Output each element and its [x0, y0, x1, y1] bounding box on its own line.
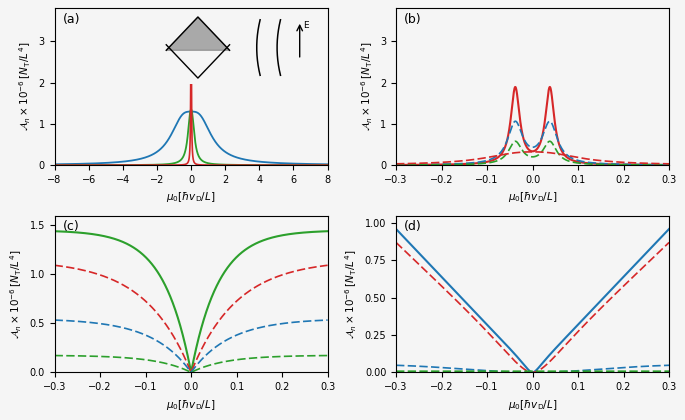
X-axis label: $\mu_0[\hbar v_{\rm D}/L]$: $\mu_0[\hbar v_{\rm D}/L]$	[166, 398, 216, 412]
Text: (b): (b)	[404, 13, 422, 26]
Text: (d): (d)	[404, 220, 422, 233]
Y-axis label: $\mathcal{A}_n \times 10^{-6}\,[N_{\rm T}/L^4]$: $\mathcal{A}_n \times 10^{-6}\,[N_{\rm T…	[8, 249, 24, 339]
Y-axis label: $\mathcal{A}_n \times 10^{-6}\,[N_{\rm T}/L^4]$: $\mathcal{A}_n \times 10^{-6}\,[N_{\rm T…	[359, 42, 375, 131]
Y-axis label: $\mathcal{A}_n \times 10^{-6}\,[N_{\rm T}/L^4]$: $\mathcal{A}_n \times 10^{-6}\,[N_{\rm T…	[344, 249, 359, 339]
Y-axis label: $\mathcal{A}_n \times 10^{-6}\,[N_{\rm T}/L^4]$: $\mathcal{A}_n \times 10^{-6}\,[N_{\rm T…	[17, 42, 33, 131]
Text: (a): (a)	[63, 13, 80, 26]
Text: (c): (c)	[63, 220, 79, 233]
X-axis label: $\mu_0[\hbar v_{\rm D}/L]$: $\mu_0[\hbar v_{\rm D}/L]$	[508, 398, 558, 412]
X-axis label: $\mu_0[\hbar v_{\rm D}/L]$: $\mu_0[\hbar v_{\rm D}/L]$	[166, 190, 216, 205]
X-axis label: $\mu_0[\hbar v_{\rm D}/L]$: $\mu_0[\hbar v_{\rm D}/L]$	[508, 190, 558, 205]
